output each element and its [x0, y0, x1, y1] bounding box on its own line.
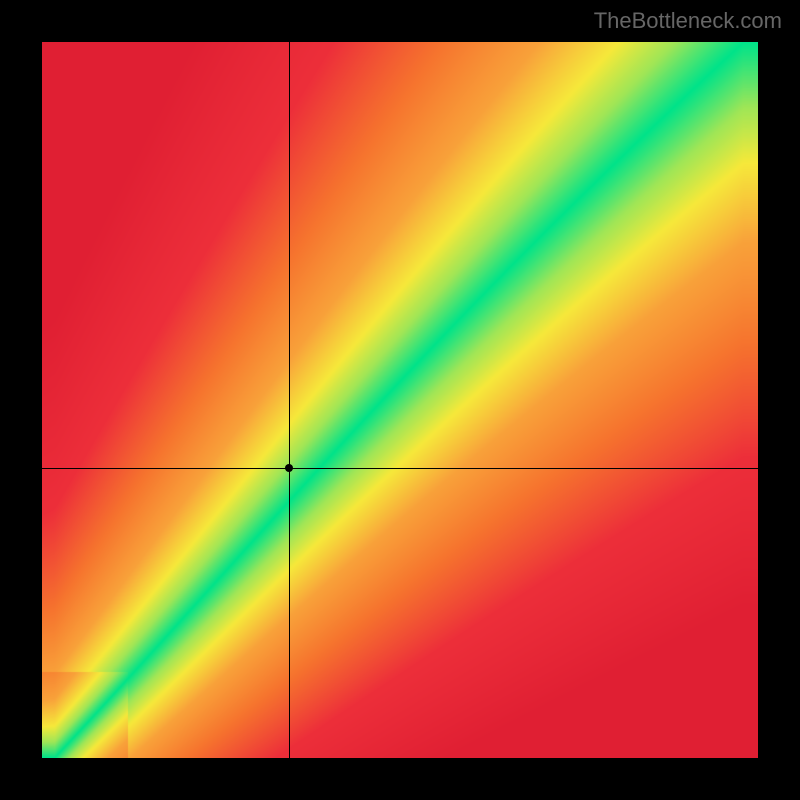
crosshair-horizontal — [42, 468, 758, 469]
crosshair-vertical — [289, 42, 290, 758]
plot-area — [42, 42, 758, 758]
heatmap-canvas — [42, 42, 758, 758]
watermark-text: TheBottleneck.com — [594, 8, 782, 34]
marker-dot — [285, 464, 293, 472]
